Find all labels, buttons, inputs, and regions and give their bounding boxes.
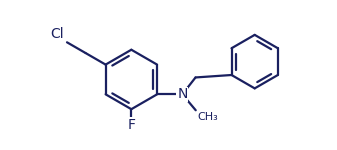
Text: Cl: Cl (51, 27, 64, 41)
Text: N: N (177, 87, 187, 101)
Text: F: F (127, 118, 135, 132)
Text: CH₃: CH₃ (197, 112, 218, 122)
